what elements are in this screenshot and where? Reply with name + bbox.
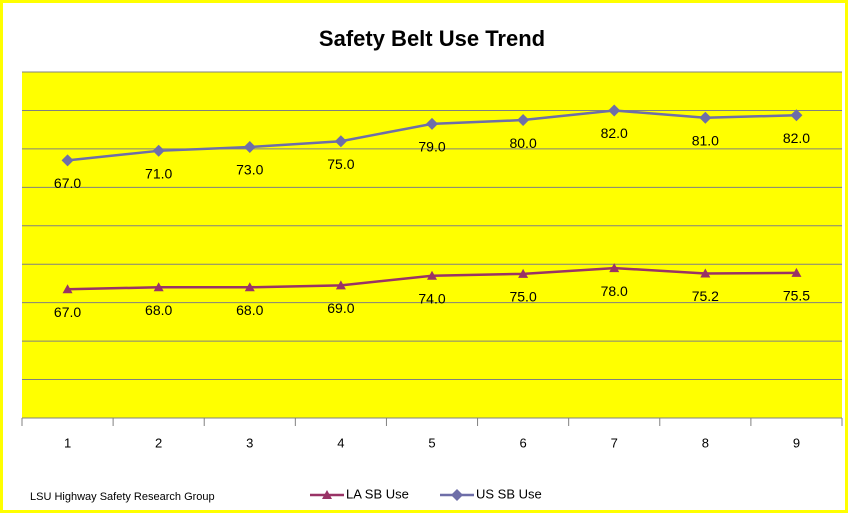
marker xyxy=(609,263,620,273)
data-label: 67.0 xyxy=(54,304,81,320)
marker xyxy=(152,144,165,157)
data-label: 75.5 xyxy=(783,288,810,304)
marker xyxy=(608,104,621,117)
marker xyxy=(335,280,346,290)
marker xyxy=(322,490,332,499)
x-tick-label: 4 xyxy=(337,435,344,450)
footnote: LSU Highway Safety Research Group xyxy=(30,491,215,503)
data-label: 68.0 xyxy=(145,302,172,318)
marker xyxy=(699,111,712,124)
data-label: 75.0 xyxy=(509,289,536,305)
data-label: 82.0 xyxy=(601,125,628,141)
marker xyxy=(153,282,164,292)
legend-label: LA SB Use xyxy=(346,486,409,501)
data-label: 75.0 xyxy=(327,156,354,172)
marker xyxy=(427,270,437,280)
data-label: 74.0 xyxy=(418,290,445,306)
data-label: 78.0 xyxy=(601,283,628,299)
marker xyxy=(61,154,74,167)
marker xyxy=(518,268,529,278)
marker xyxy=(62,284,73,294)
data-label: 69.0 xyxy=(327,300,354,316)
x-tick-label: 1 xyxy=(64,435,71,450)
x-tick-label: 5 xyxy=(428,435,435,450)
marker xyxy=(791,267,802,277)
legend-label: US SB Use xyxy=(476,486,542,501)
x-tick-label: 3 xyxy=(246,435,253,450)
data-label: 75.2 xyxy=(692,288,719,304)
x-tick-label: 7 xyxy=(611,435,618,450)
marker xyxy=(790,109,803,122)
data-label: 73.0 xyxy=(236,162,263,178)
data-label: 71.0 xyxy=(145,166,172,182)
x-tick-label: 2 xyxy=(155,435,162,450)
marker xyxy=(243,140,256,153)
x-tick-label: 6 xyxy=(519,435,526,450)
data-label: 68.0 xyxy=(236,302,263,318)
chart-title: Safety Belt Use Trend xyxy=(319,26,545,51)
data-label: 80.0 xyxy=(509,135,536,151)
marker xyxy=(451,489,463,501)
data-label: 82.0 xyxy=(783,130,810,146)
x-tick-label: 9 xyxy=(793,435,800,450)
marker xyxy=(244,282,255,292)
marker xyxy=(426,117,438,130)
marker xyxy=(517,114,530,127)
data-label: 79.0 xyxy=(418,139,445,155)
marker xyxy=(334,135,347,148)
data-label: 81.0 xyxy=(692,132,719,148)
marker xyxy=(700,268,711,278)
x-tick-label: 8 xyxy=(702,435,709,450)
data-label: 67.0 xyxy=(54,175,81,191)
